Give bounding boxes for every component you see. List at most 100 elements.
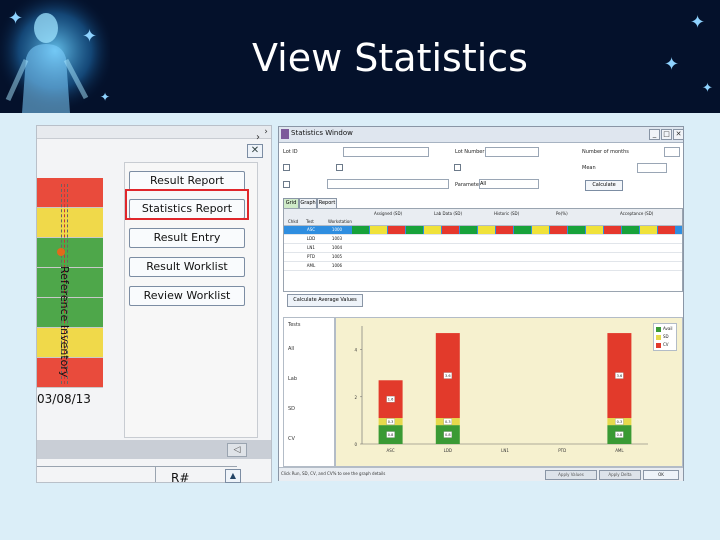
status-cell xyxy=(640,226,657,234)
workstation-cell: 1005 xyxy=(331,254,343,259)
data-label-box xyxy=(386,396,395,403)
status-cell xyxy=(352,226,369,234)
reference-inventory-label: Reference Inventory xyxy=(58,266,71,378)
status-cell xyxy=(460,226,477,234)
legend-label: SD xyxy=(663,334,669,339)
list-item[interactable]: All xyxy=(288,346,295,352)
workstation-cell: 1003 xyxy=(331,236,343,241)
status-cell xyxy=(370,226,387,234)
table-row[interactable]: ASC 1000 xyxy=(284,226,682,235)
status-cell xyxy=(622,226,639,234)
statistics-window: Statistics Window _ □ ✕ Lot ID Lot Numbe… xyxy=(278,126,684,481)
field-label: Parameters xyxy=(455,182,484,188)
chevron-right-icon[interactable]: › xyxy=(256,132,260,143)
list-item[interactable]: SD xyxy=(288,406,296,412)
close-icon[interactable]: ✕ xyxy=(247,144,263,158)
calculate-average-button[interactable]: Calculate Average Values xyxy=(287,294,363,307)
scroll-up-icon[interactable]: ▲ xyxy=(225,469,241,483)
status-cell xyxy=(586,226,603,234)
lot-input[interactable] xyxy=(343,147,429,157)
data-label-box xyxy=(615,372,624,379)
workstation-select[interactable] xyxy=(327,179,449,189)
status-cell xyxy=(514,226,531,234)
data-label-box xyxy=(443,418,452,425)
status-cell xyxy=(388,226,405,234)
months-input[interactable] xyxy=(664,147,680,157)
chevron-right-icon[interactable]: › xyxy=(264,127,268,137)
table-row[interactable]: LDD 1003 xyxy=(284,235,682,244)
control-band xyxy=(37,268,103,298)
field-label: Lot Number xyxy=(455,149,485,155)
status-cell xyxy=(424,226,441,234)
result-entry-button[interactable]: Result Entry xyxy=(129,228,245,248)
human-anatomy-icon xyxy=(0,0,110,113)
column-header-r: R# xyxy=(171,471,190,485)
table-row[interactable]: AML 1006 xyxy=(284,262,682,271)
legend-swatch xyxy=(656,335,661,340)
workstation-cell: 1006 xyxy=(331,263,343,268)
x-tick-label: ASC xyxy=(387,448,395,453)
column-header: Lab Data (SD) xyxy=(434,211,463,216)
mean-input[interactable] xyxy=(637,163,667,173)
x-tick-label: LDD xyxy=(444,448,452,453)
y-tick-label: 4 xyxy=(354,348,357,353)
ok-button[interactable]: OK xyxy=(643,470,679,480)
data-label: 0.8 xyxy=(617,433,623,437)
maximize-icon[interactable]: □ xyxy=(661,129,672,140)
panel-header xyxy=(37,126,271,139)
list-item[interactable]: CV xyxy=(288,436,295,442)
lot-number-input[interactable] xyxy=(485,147,539,157)
x-tick-label: PTD xyxy=(558,448,566,453)
mean-line xyxy=(64,184,66,384)
column-header: Workstation xyxy=(328,219,352,224)
qc-panel: › ✕ Reference Inventory 03/08/13 Result … xyxy=(36,125,272,485)
option-checkbox[interactable] xyxy=(283,181,290,188)
result-worklist-button[interactable]: Result Worklist xyxy=(129,257,245,277)
data-label-box xyxy=(615,418,624,425)
option-checkbox[interactable] xyxy=(454,164,461,171)
slide-banner: ✦ ✦ ✦ ✦ ✦ ✦ View Statistics xyxy=(0,0,720,113)
sparkle-icon: ✦ xyxy=(702,81,713,96)
data-label: 3.6 xyxy=(617,374,623,378)
field-label: Lot ID xyxy=(283,149,298,155)
data-label: 3.6 xyxy=(445,374,451,378)
apply-delta-button[interactable]: Apply Delta xyxy=(599,470,641,480)
list-item[interactable]: Tests xyxy=(288,322,301,328)
table-row[interactable]: PTD 1005 xyxy=(284,253,682,262)
close-icon[interactable]: ✕ xyxy=(673,129,684,140)
status-cell xyxy=(442,226,459,234)
parameters-select[interactable]: All xyxy=(479,179,539,189)
y-tick-label: 2 xyxy=(354,395,357,400)
splitter[interactable] xyxy=(37,440,271,459)
x-tick-label: AML xyxy=(615,448,624,453)
chart-legend: Avail SD CV xyxy=(653,323,677,351)
list-item[interactable]: Lab xyxy=(288,376,298,382)
option-checkbox[interactable] xyxy=(336,164,343,171)
result-report-button[interactable]: Result Report xyxy=(129,171,245,191)
status-cell xyxy=(496,226,513,234)
control-band xyxy=(37,238,103,268)
qc-point[interactable] xyxy=(57,248,65,256)
option-checkbox[interactable] xyxy=(283,164,290,171)
status-bar: Click Run, SD, CV, and CV% to see the gr… xyxy=(279,467,683,481)
parameters-value: All xyxy=(480,181,487,187)
table-row[interactable]: LN1 1004 xyxy=(284,244,682,253)
review-worklist-button[interactable]: Review Worklist xyxy=(129,286,245,306)
status-cell xyxy=(478,226,495,234)
y-tick-label: 0 xyxy=(354,442,357,447)
slide-title: View Statistics xyxy=(252,36,528,80)
status-cell xyxy=(550,226,567,234)
column-header: Assigned (SD) xyxy=(374,211,403,216)
apply-values-button[interactable]: Apply Values xyxy=(545,470,597,480)
field-label: Mean xyxy=(582,165,596,171)
test-cell: AML xyxy=(306,263,316,268)
window-titlebar[interactable]: Statistics Window _ □ ✕ xyxy=(279,127,684,143)
grid-header: Chkd Test Workstation xyxy=(284,217,682,226)
minimize-icon[interactable]: _ xyxy=(649,129,660,140)
control-line xyxy=(61,184,63,384)
legend-label: CV xyxy=(663,342,669,347)
data-label: 0.8 xyxy=(445,433,451,437)
side-strip: › xyxy=(256,125,268,185)
collapse-icon[interactable]: ◁ xyxy=(227,443,247,457)
calculate-button[interactable]: Calculate xyxy=(585,180,623,191)
